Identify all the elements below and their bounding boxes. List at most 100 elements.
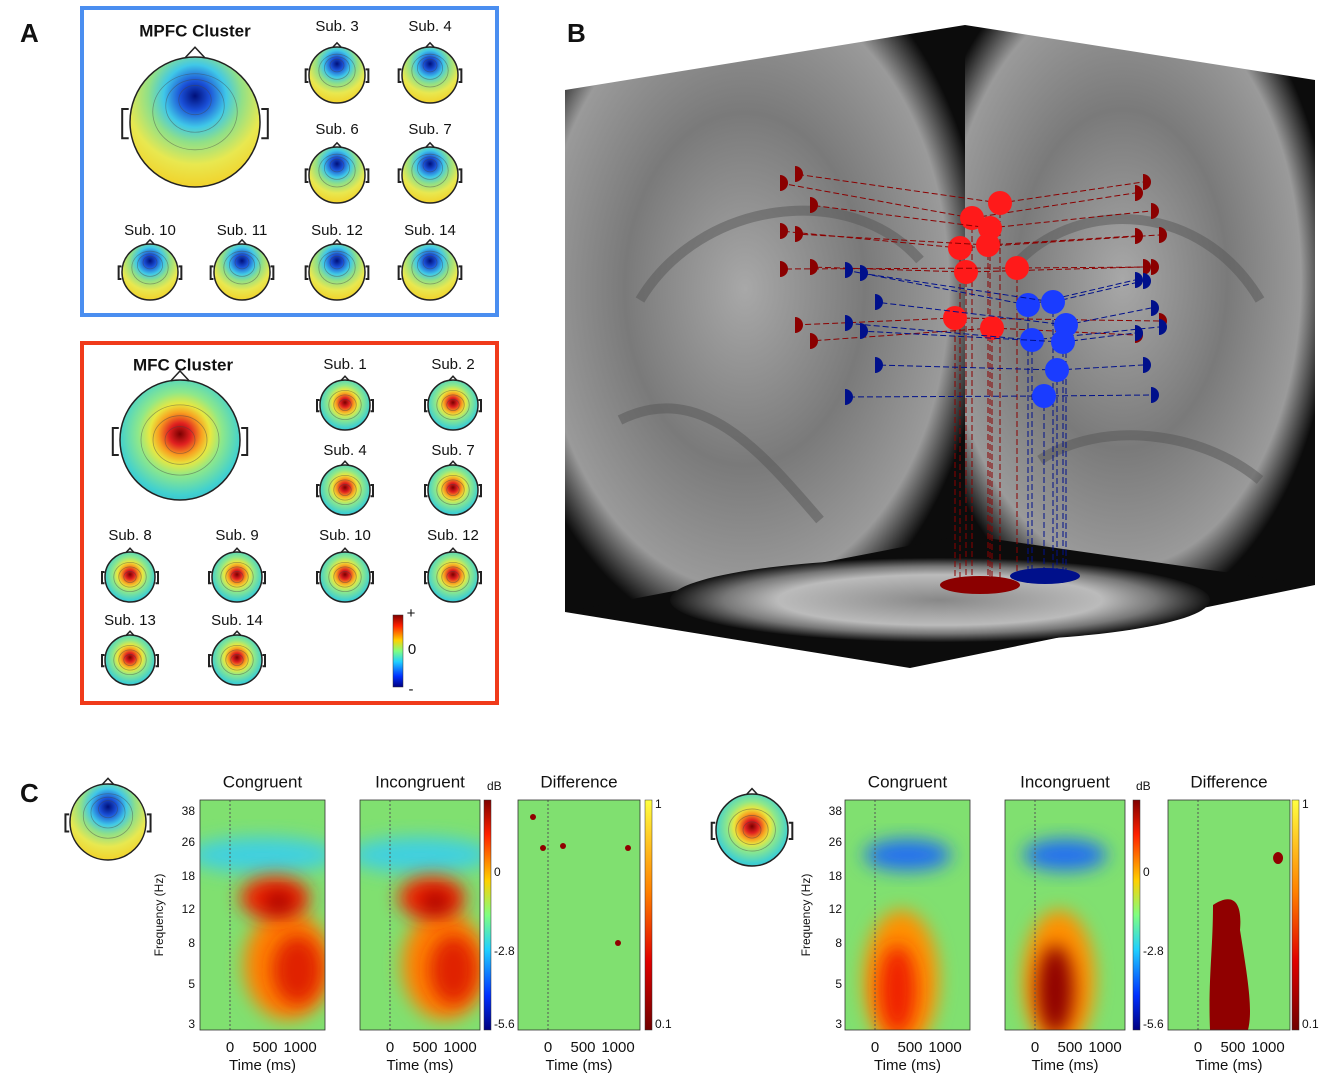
dipole-projection <box>845 315 853 331</box>
ear <box>424 399 428 413</box>
y-tick-label: 26 <box>829 835 843 849</box>
subject-label: Sub. 9 <box>215 527 258 544</box>
dipole-projection <box>1151 300 1159 316</box>
colorbar <box>644 799 653 1031</box>
dipole <box>954 260 978 284</box>
contour <box>333 566 357 588</box>
tf-plot <box>359 799 481 1031</box>
y-tick-label: 5 <box>835 977 842 991</box>
contour <box>441 394 465 416</box>
projection <box>809 266 967 273</box>
contour <box>416 253 443 277</box>
colorbar-unit: dB <box>1136 779 1151 793</box>
ear <box>424 484 428 498</box>
scalp <box>104 634 156 686</box>
nose <box>101 777 115 785</box>
subject-label: Sub. 1 <box>323 356 366 373</box>
scalp <box>319 551 371 603</box>
scalp <box>119 379 241 501</box>
topomap <box>397 238 463 301</box>
projection <box>991 327 1136 336</box>
projection <box>779 230 961 249</box>
contour <box>328 561 362 593</box>
dipole-projection <box>860 265 868 281</box>
nose <box>184 46 206 59</box>
projection <box>859 272 1054 303</box>
ear <box>397 265 402 280</box>
condition-title: Difference <box>540 772 617 791</box>
nose <box>237 238 247 245</box>
nose <box>448 375 458 381</box>
nose <box>332 141 342 148</box>
contour <box>411 53 449 88</box>
ear <box>117 265 122 280</box>
ear <box>478 484 482 498</box>
scalp <box>427 379 479 431</box>
dipole-projection <box>1143 273 1151 289</box>
contour <box>422 255 438 270</box>
ear <box>397 68 402 83</box>
contour <box>318 250 356 285</box>
dipole-projection <box>810 197 818 213</box>
tf-blobs <box>863 839 952 1030</box>
colorbar-label: + <box>407 605 416 622</box>
tf-blobs <box>530 814 631 946</box>
topomap <box>111 369 249 501</box>
ear <box>101 571 105 585</box>
ear <box>261 108 269 140</box>
colorbar-tick: -2.8 <box>494 944 515 958</box>
tf-blobs <box>1209 852 1284 1030</box>
subject-label: Sub. 10 <box>319 527 371 544</box>
tf-blobs <box>360 837 480 1020</box>
topomap <box>397 141 463 204</box>
x-tick-label: 0 <box>1031 1039 1039 1056</box>
contour <box>338 570 352 584</box>
contour <box>230 570 244 584</box>
tf-plot <box>844 799 971 1031</box>
dipole-projection <box>780 175 788 191</box>
nose <box>425 141 435 148</box>
colorbar-label: - <box>409 681 414 698</box>
ear <box>146 813 152 833</box>
topomap <box>304 238 370 301</box>
blob <box>1023 839 1107 871</box>
scalp <box>401 46 459 104</box>
ear <box>208 571 212 585</box>
dipole <box>948 236 972 260</box>
dipole-projection <box>810 259 818 275</box>
contour <box>223 250 261 285</box>
contour <box>329 255 345 270</box>
dipole-projection <box>845 389 853 405</box>
ear <box>304 265 309 280</box>
subject-label: Sub. 13 <box>104 612 156 629</box>
x-tick-label: 1000 <box>1251 1039 1284 1056</box>
contour <box>118 566 142 588</box>
brain-fold <box>617 205 924 524</box>
contour <box>318 53 356 88</box>
significant-region <box>1209 852 1284 1030</box>
scalp <box>715 793 789 867</box>
ear <box>316 571 320 585</box>
ear <box>209 265 214 280</box>
topomap <box>208 630 266 686</box>
x-tick-label: 1000 <box>443 1039 476 1056</box>
projection <box>844 322 1033 341</box>
contour <box>140 404 220 476</box>
dipole <box>1032 384 1056 408</box>
contour <box>113 644 147 676</box>
nose <box>340 547 350 553</box>
contour <box>446 570 460 584</box>
scalp <box>308 243 366 301</box>
projection <box>779 182 973 219</box>
ear <box>478 571 482 585</box>
dipole-floor <box>940 576 1020 594</box>
scalp <box>121 243 179 301</box>
condition-title: Difference <box>1190 772 1267 791</box>
dipole <box>1005 256 1029 280</box>
contour <box>328 389 362 421</box>
ear <box>316 399 320 413</box>
scalp <box>308 146 366 204</box>
dipole <box>1045 358 1069 382</box>
ear <box>262 571 266 585</box>
